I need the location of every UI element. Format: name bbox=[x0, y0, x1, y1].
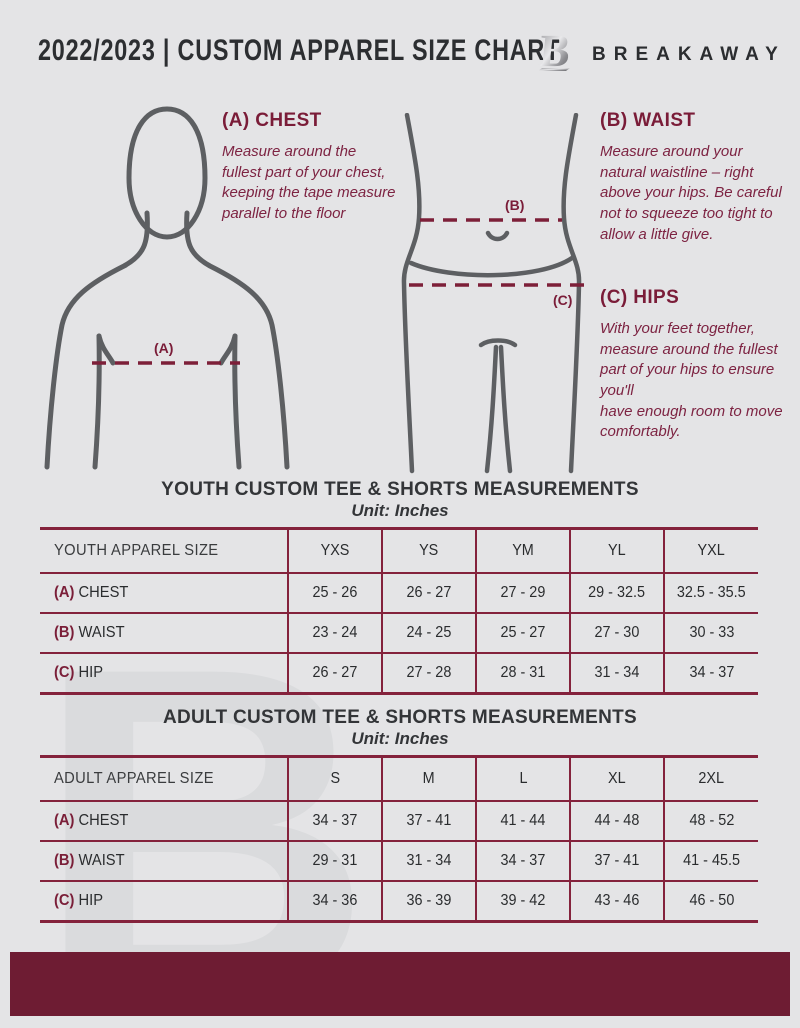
row-label-prefix: (A) bbox=[54, 584, 79, 601]
hips-body-text: With your feet together, measure around … bbox=[600, 320, 783, 441]
value-cell: 34 - 36 bbox=[287, 880, 382, 922]
table-header-row: YOUTH APPAREL SIZE YXS YS YM YL YXL bbox=[40, 528, 758, 573]
brand-logo: B BREAKAWAY bbox=[536, 26, 786, 76]
youth-size-table: YOUTH APPAREL SIZE YXS YS YM YL YXL (A) CHEST 2… bbox=[40, 527, 758, 695]
size-header-cell: L bbox=[475, 756, 570, 801]
row-label-cell: (B) WAIST bbox=[40, 612, 288, 653]
table-header-row: ADULT APPAREL SIZE S M L XL 2XL bbox=[40, 756, 758, 801]
value-cell: 34 - 37 bbox=[475, 840, 570, 881]
value-cell: 31 - 34 bbox=[381, 840, 476, 881]
value-cell: 26 - 27 bbox=[381, 572, 476, 613]
row-label-text: WAIST bbox=[78, 624, 125, 641]
waist-body-text: Measure around your natural waistline – … bbox=[600, 143, 782, 243]
value-cell: 31 - 34 bbox=[569, 652, 664, 694]
youth-section-unit: Unit: Inches bbox=[351, 501, 449, 520]
table-header-label: YOUTH APPAREL SIZE bbox=[54, 542, 219, 559]
table-row: (A) CHEST 25 - 26 26 - 27 27 - 29 29 - 32.5 3… bbox=[40, 572, 758, 613]
size-header-cell: XL bbox=[569, 756, 664, 801]
value-cell: 27 - 30 bbox=[569, 612, 664, 653]
chest-heading: (A) CHEST bbox=[222, 110, 322, 131]
size-header-cell: YXS bbox=[287, 528, 382, 573]
hips-instructions: (C) HIPS With your feet together, measur… bbox=[600, 287, 792, 443]
value-cell: 23 - 24 bbox=[287, 612, 382, 653]
chest-body-text: Measure around the fullest part of your … bbox=[222, 143, 396, 223]
value-cell: 36 - 39 bbox=[381, 880, 476, 922]
footer-bar bbox=[10, 952, 790, 1016]
value-cell: 37 - 41 bbox=[381, 800, 476, 841]
size-header-cell: YS bbox=[381, 528, 476, 573]
row-label-cell: (C) HIP bbox=[40, 880, 288, 922]
value-cell: 29 - 31 bbox=[287, 840, 382, 881]
row-label-prefix: (A) bbox=[54, 812, 79, 829]
value-cell: 34 - 37 bbox=[287, 800, 382, 841]
breakaway-b-logo-icon: B bbox=[537, 26, 573, 76]
hips-heading: (C) HIPS bbox=[600, 287, 680, 308]
row-label-cell: (C) HIP bbox=[40, 652, 288, 694]
value-cell: 27 - 29 bbox=[475, 572, 570, 613]
value-cell: 25 - 27 bbox=[475, 612, 570, 653]
hip-marker-label: (C) bbox=[553, 292, 572, 308]
waist-heading: (B) WAIST bbox=[600, 110, 696, 131]
row-label-text: CHEST bbox=[78, 584, 129, 601]
chest-measure-figure: (A) bbox=[44, 106, 290, 470]
value-cell: 37 - 41 bbox=[569, 840, 664, 881]
value-cell: 44 - 48 bbox=[569, 800, 664, 841]
value-cell: 25 - 26 bbox=[287, 572, 382, 613]
size-header-cell: M bbox=[381, 756, 476, 801]
value-cell: 39 - 42 bbox=[475, 880, 570, 922]
row-label-cell: (B) WAIST bbox=[40, 840, 288, 881]
adult-section-title: ADULT CUSTOM TEE & SHORTS MEASUREMENTS bbox=[162, 707, 638, 728]
table-row: (C) HIP 26 - 27 27 - 28 28 - 31 31 - 34 34 - … bbox=[40, 652, 758, 694]
value-cell: 48 - 52 bbox=[663, 800, 758, 841]
chest-marker-label: (A) bbox=[154, 340, 173, 356]
size-header-cell: YXL bbox=[663, 528, 758, 573]
value-cell: 26 - 27 bbox=[287, 652, 382, 694]
adult-section-unit: Unit: Inches bbox=[351, 729, 449, 748]
waist-hip-measure-figure: (B) (C) bbox=[401, 113, 585, 474]
table-header-label: ADULT APPAREL SIZE bbox=[54, 770, 214, 787]
size-header-cell: YM bbox=[475, 528, 570, 573]
value-cell: 29 - 32.5 bbox=[569, 572, 664, 613]
row-label-text: CHEST bbox=[78, 812, 129, 829]
page-title: 2022/2023 | CUSTOM APPAREL SIZE CHART bbox=[38, 34, 561, 67]
table-row: (A) CHEST 34 - 37 37 - 41 41 - 44 44 - 48 48 … bbox=[40, 800, 758, 841]
waist-instructions: (B) WAIST Measure around your natural wa… bbox=[600, 110, 792, 245]
value-cell: 32.5 - 35.5 bbox=[663, 572, 758, 613]
adult-size-table: ADULT APPAREL SIZE S M L XL 2XL (A) CHEST 34 - … bbox=[40, 755, 758, 923]
size-header-cell: 2XL bbox=[663, 756, 758, 801]
size-table: ADULT APPAREL SIZE S M L XL 2XL (A) CHEST 34 - … bbox=[40, 755, 758, 923]
row-label-prefix: (B) bbox=[54, 624, 79, 641]
chest-instructions: (A) CHEST Measure around the fullest par… bbox=[222, 110, 398, 225]
table-row: (B) WAIST 23 - 24 24 - 25 25 - 27 27 - 30 30 … bbox=[40, 612, 758, 653]
size-table: YOUTH APPAREL SIZE YXS YS YM YL YXL (A) CHEST 2… bbox=[40, 527, 758, 695]
value-cell: 46 - 50 bbox=[663, 880, 758, 922]
waist-marker-label: (B) bbox=[505, 197, 524, 213]
value-cell: 27 - 28 bbox=[381, 652, 476, 694]
row-label-prefix: (C) bbox=[54, 892, 79, 909]
svg-text:B: B bbox=[537, 26, 573, 76]
row-label-text: HIP bbox=[78, 892, 104, 909]
brand-name: BREAKAWAY bbox=[592, 44, 786, 65]
table-row: (C) HIP 34 - 36 36 - 39 39 - 42 43 - 46 46 - … bbox=[40, 880, 758, 922]
row-label-text: HIP bbox=[78, 664, 104, 681]
value-cell: 30 - 33 bbox=[663, 612, 758, 653]
size-header-cell: S bbox=[287, 756, 382, 801]
value-cell: 41 - 45.5 bbox=[663, 840, 758, 881]
row-label-cell: (A) CHEST bbox=[40, 800, 288, 841]
row-label-prefix: (C) bbox=[54, 664, 79, 681]
row-label-text: WAIST bbox=[78, 852, 125, 869]
youth-section-title: YOUTH CUSTOM TEE & SHORTS MEASUREMENTS bbox=[161, 479, 639, 500]
table-row: (B) WAIST 29 - 31 31 - 34 34 - 37 37 - 41 41 … bbox=[40, 840, 758, 881]
value-cell: 28 - 31 bbox=[475, 652, 570, 694]
row-label-cell: (A) CHEST bbox=[40, 572, 288, 613]
value-cell: 43 - 46 bbox=[569, 880, 664, 922]
value-cell: 34 - 37 bbox=[663, 652, 758, 694]
size-header-cell: YL bbox=[569, 528, 664, 573]
value-cell: 41 - 44 bbox=[475, 800, 570, 841]
value-cell: 24 - 25 bbox=[381, 612, 476, 653]
row-label-prefix: (B) bbox=[54, 852, 79, 869]
